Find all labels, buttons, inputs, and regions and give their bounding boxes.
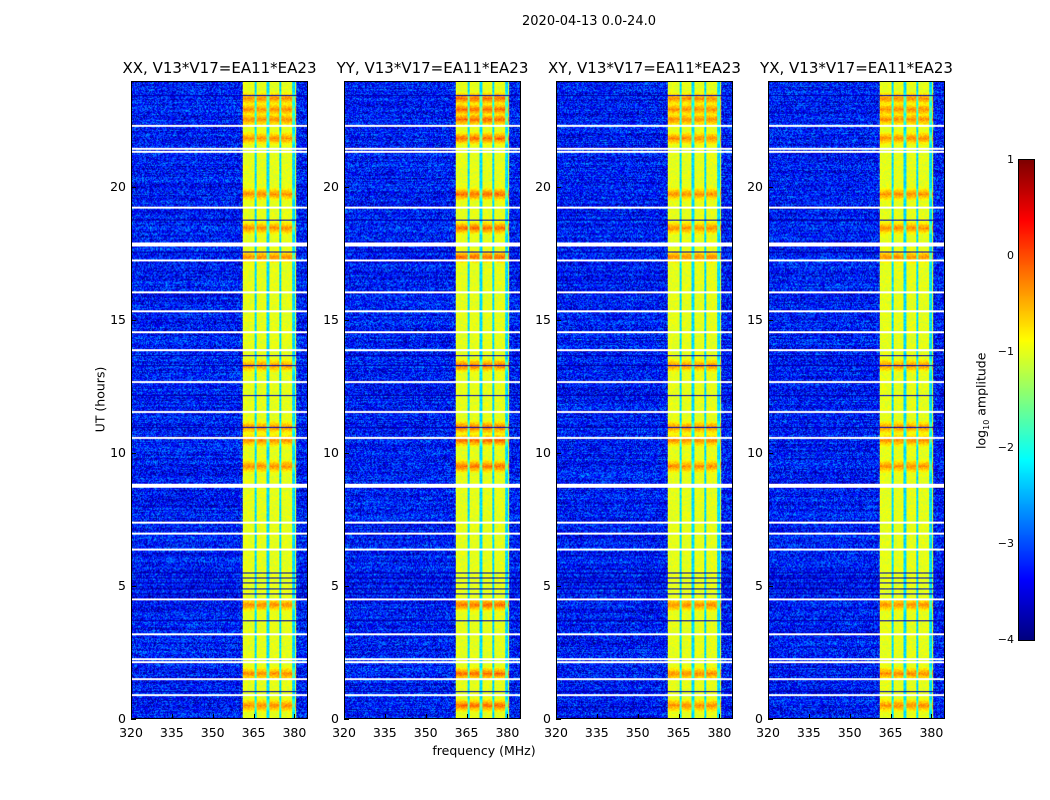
panel-title: YY, V13*V17=EA11*EA23	[336, 59, 529, 77]
y-tick-mark	[131, 187, 136, 189]
y-tick-mark	[556, 586, 561, 588]
spectrogram-panel	[131, 81, 308, 719]
y-tick-label: 5	[543, 578, 551, 594]
y-tick-mark	[556, 719, 561, 720]
y-tick-mark	[556, 320, 561, 322]
x-tick-mark	[171, 714, 173, 719]
x-tick-mark	[768, 714, 769, 719]
colorbar-tick-label: −2	[997, 441, 1014, 454]
y-axis-label: UT (hours)	[92, 366, 108, 433]
x-tick-mark	[890, 714, 892, 719]
x-tick-label: 380	[707, 725, 732, 740]
x-tick-label: 335	[796, 725, 821, 740]
spectrogram-panel	[768, 81, 945, 719]
x-tick-mark	[808, 714, 810, 719]
y-tick-label: 10	[535, 445, 551, 461]
x-tick-mark	[131, 714, 132, 719]
y-tick-mark	[131, 320, 136, 322]
y-tick-label: 10	[323, 445, 339, 461]
x-tick-mark	[678, 714, 680, 719]
y-tick-label: 10	[110, 445, 126, 461]
y-tick-label: 15	[323, 312, 339, 328]
x-tick-label: 380	[495, 725, 520, 740]
x-tick-label: 350	[837, 725, 862, 740]
y-tick-label: 0	[331, 711, 339, 726]
x-tick-mark	[384, 714, 386, 719]
x-tick-label: 365	[241, 725, 266, 740]
x-tick-label: 320	[332, 725, 356, 740]
x-tick-label: 380	[919, 725, 944, 740]
y-tick-mark	[344, 586, 349, 588]
y-tick-label: 20	[535, 179, 551, 195]
y-tick-label: 20	[110, 179, 126, 195]
x-tick-label: 320	[119, 725, 143, 740]
y-tick-label: 20	[323, 179, 339, 195]
x-tick-mark	[637, 714, 639, 719]
panel-title: YX, V13*V17=EA11*EA23	[760, 59, 953, 77]
x-tick-label: 350	[413, 725, 438, 740]
y-tick-label: 15	[535, 312, 551, 328]
x-tick-label: 335	[584, 725, 609, 740]
y-tick-mark	[768, 320, 773, 322]
y-tick-mark	[768, 719, 773, 720]
panel-title: XY, V13*V17=EA11*EA23	[548, 59, 741, 77]
colorbar-tick-label: 0	[1007, 249, 1014, 262]
colorbar-label: log10 amplitude	[973, 352, 991, 449]
y-tick-mark	[768, 187, 773, 189]
x-tick-mark	[719, 714, 721, 719]
y-tick-label: 20	[747, 179, 763, 195]
x-tick-mark	[425, 714, 427, 719]
colorbar-tick-label: −3	[997, 537, 1014, 550]
x-axis-label: frequency (MHz)	[432, 743, 536, 758]
x-tick-label: 350	[200, 725, 225, 740]
colorbar	[1018, 159, 1035, 641]
x-tick-mark	[596, 714, 598, 719]
y-tick-label: 5	[118, 578, 126, 594]
y-tick-mark	[344, 453, 349, 455]
x-tick-mark	[466, 714, 468, 719]
y-tick-label: 5	[755, 578, 763, 594]
y-tick-mark	[768, 586, 773, 588]
y-tick-mark	[768, 453, 773, 455]
y-tick-mark	[131, 719, 136, 720]
y-tick-label: 0	[118, 711, 126, 726]
panel-title: XX, V13*V17=EA11*EA23	[122, 59, 317, 77]
y-tick-mark	[131, 453, 136, 455]
x-tick-mark	[556, 714, 557, 719]
x-tick-mark	[294, 714, 296, 719]
y-tick-label: 0	[543, 711, 551, 726]
x-tick-mark	[931, 714, 933, 719]
y-tick-label: 5	[331, 578, 339, 594]
x-tick-label: 320	[756, 725, 780, 740]
y-tick-mark	[131, 586, 136, 588]
y-tick-mark	[344, 320, 349, 322]
y-tick-label: 10	[747, 445, 763, 461]
spectrogram-panel	[556, 81, 733, 719]
y-tick-label: 0	[755, 711, 763, 726]
x-tick-label: 365	[666, 725, 691, 740]
x-tick-label: 320	[544, 725, 568, 740]
y-tick-mark	[556, 453, 561, 455]
x-tick-mark	[507, 714, 509, 719]
x-tick-label: 365	[878, 725, 903, 740]
y-tick-mark	[344, 187, 349, 189]
x-tick-label: 365	[454, 725, 479, 740]
spectrogram-panel	[344, 81, 521, 719]
figure-title: 2020-04-13 0.0-24.0	[522, 14, 656, 29]
x-tick-label: 335	[372, 725, 397, 740]
colorbar-tick-label: 1	[1007, 153, 1014, 166]
y-tick-mark	[344, 719, 349, 720]
x-tick-mark	[344, 714, 345, 719]
colorbar-tick-label: −4	[997, 633, 1014, 646]
x-tick-mark	[849, 714, 851, 719]
x-tick-label: 335	[159, 725, 184, 740]
colorbar-tick-label: −1	[997, 345, 1014, 358]
y-tick-label: 15	[110, 312, 126, 328]
x-tick-mark	[212, 714, 214, 719]
x-tick-label: 350	[625, 725, 650, 740]
y-tick-mark	[556, 187, 561, 189]
y-tick-label: 15	[747, 312, 763, 328]
x-tick-mark	[253, 714, 255, 719]
x-tick-label: 380	[282, 725, 307, 740]
